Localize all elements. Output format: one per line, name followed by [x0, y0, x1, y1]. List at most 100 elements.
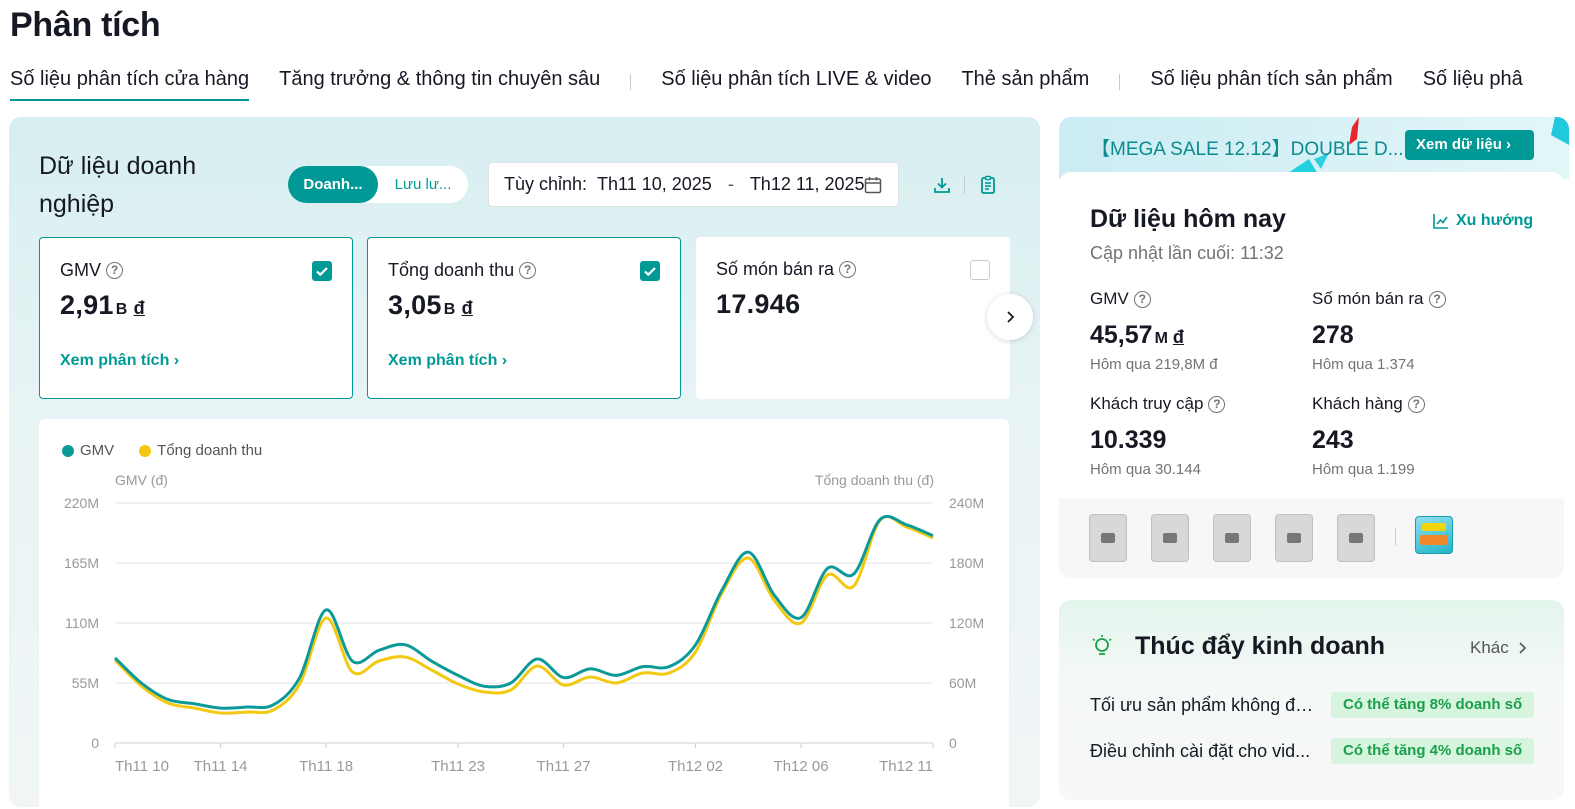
help-icon[interactable]: ?: [1133, 290, 1151, 308]
video-icon: [1287, 533, 1301, 543]
help-icon[interactable]: ?: [519, 262, 537, 279]
page-title: Phân tích: [10, 6, 161, 44]
help-icon[interactable]: ?: [839, 261, 857, 278]
view-data-button[interactable]: Xem dữ liệu ›: [1405, 130, 1534, 160]
business-data-title: Dữ liệu doanh nghiệp: [39, 152, 197, 218]
y-tick-label-right: 240M: [949, 495, 984, 511]
video-icon: [1349, 533, 1363, 543]
x-tick-label: Th11 14: [194, 758, 248, 775]
x-tick-label: Th12 02: [668, 758, 723, 775]
x-tick-label: Th11 27: [537, 758, 591, 775]
series-line-total-revenue: [113, 515, 934, 715]
segment-revenue[interactable]: Doanh...: [288, 166, 378, 203]
today-data-card: Dữ liệu hôm nay Cập nhật lần cuối: 11:32…: [1059, 172, 1564, 578]
y-tick-label-right: 60M: [949, 675, 976, 691]
segment-traffic[interactable]: Lưu lư...: [394, 176, 452, 193]
today-metric-visitors: Khách truy cập? 10.339 Hôm qua 30.144: [1090, 394, 1300, 478]
x-tick-label: Th12 06: [774, 758, 829, 775]
suggestion-item[interactable]: Điều chỉnh cài đặt cho vid...: [1090, 741, 1311, 761]
last-updated: Cập nhật lần cuối: 11:32: [1090, 243, 1284, 263]
suggestion-item[interactable]: Tối ưu sản phẩm không đá...: [1090, 695, 1315, 715]
analysis-tabs: Số liệu phân tích cửa hàng Tăng trưởng &…: [10, 68, 1553, 104]
next-metrics-button[interactable]: [987, 294, 1033, 340]
metric-checkbox[interactable]: [312, 261, 332, 281]
today-metric-items-sold: Số món bán ra? 278 Hôm qua 1.374: [1312, 289, 1522, 373]
line-chart: 220M 240M 165M 180M 110M 120M 55M 60M 0 0 Th11 10 T…: [64, 495, 984, 775]
thumbnail-divider: [1395, 528, 1396, 546]
y-tick-label-left: 55M: [72, 675, 99, 691]
tab-product-cards[interactable]: Thẻ sản phẩm: [961, 68, 1090, 90]
download-icon[interactable]: [932, 175, 952, 195]
y-tick-label-left: 0: [91, 735, 99, 751]
tab-growth-insights[interactable]: Tăng trưởng & thông tin chuyên sâu: [279, 68, 601, 90]
tab-store-analytics[interactable]: Số liệu phân tích cửa hàng: [10, 68, 250, 101]
banner-title: 【MEGA SALE 12.12】DOUBLE D...: [1091, 139, 1404, 160]
help-icon[interactable]: ?: [1407, 395, 1425, 413]
trend-link[interactable]: Xu hướng: [1432, 212, 1533, 230]
data-type-toggle: Doanh... Lưu lư...: [288, 166, 468, 203]
date-separator: -: [727, 174, 734, 194]
metric-checkbox[interactable]: [970, 260, 990, 280]
video-icon: [1225, 533, 1239, 543]
metric-card-items-sold[interactable]: Số món bán ra? 17.946: [696, 237, 1010, 399]
more-link[interactable]: Khác: [1470, 638, 1529, 658]
video-thumbnail[interactable]: [1275, 514, 1313, 562]
report-icon[interactable]: [978, 175, 998, 195]
video-icon: [1163, 533, 1177, 543]
impact-badge: Có thể tăng 4% doanh số: [1331, 738, 1535, 764]
impact-badge: Có thể tăng 8% doanh số: [1331, 692, 1535, 718]
series-line-gmv: [113, 514, 934, 710]
y-tick-label-left: 165M: [64, 555, 99, 571]
legend-item-gmv[interactable]: GMV: [62, 442, 114, 459]
video-thumbnail-strip: [1059, 498, 1564, 578]
chevron-right-icon: [1007, 311, 1015, 323]
video-thumbnail[interactable]: [1337, 514, 1375, 562]
lightbulb-icon: [1092, 635, 1112, 655]
metric-label: Số món bán ra?: [716, 259, 857, 280]
chevron-right-icon: [1519, 642, 1526, 654]
legend-item-total-revenue[interactable]: Tổng doanh thu: [139, 442, 262, 459]
help-icon[interactable]: ?: [106, 262, 124, 279]
y-tick-label-right: 120M: [949, 615, 984, 631]
video-thumbnail[interactable]: [1151, 514, 1189, 562]
date-range-picker[interactable]: Tùy chỉnh: Th11 10, 2025 - Th12 11, 2025: [488, 162, 899, 207]
today-metric-customers: Khách hàng? 243 Hôm qua 1.199: [1312, 394, 1522, 478]
help-icon[interactable]: ?: [1428, 290, 1446, 308]
video-thumbnail[interactable]: [1089, 514, 1127, 562]
today-title: Dữ liệu hôm nay: [1090, 205, 1286, 233]
calendar-icon: [864, 177, 882, 194]
view-analysis-link[interactable]: Xem phân tích ›: [388, 352, 508, 369]
metric-checkbox[interactable]: [640, 261, 660, 281]
x-tick-label: Th11 10: [115, 758, 169, 775]
toolbar-divider: [964, 176, 965, 194]
business-boost-card: Thúc đẩy kinh doanh Khác Tối ưu sản phẩm…: [1059, 600, 1564, 800]
tab-more-analytics[interactable]: Số liệu phâ: [1422, 68, 1523, 90]
x-tick-label: Th12 11: [879, 758, 933, 775]
right-axis-title: Tổng doanh thu (đ): [814, 472, 934, 488]
date-range-label: Tùy chỉnh:: [504, 174, 588, 194]
help-icon[interactable]: ?: [1208, 395, 1226, 413]
date-end: Th12 11, 2025: [749, 174, 865, 194]
tab-product-analytics[interactable]: Số liệu phân tích sản phẩm: [1150, 68, 1393, 90]
video-thumbnail[interactable]: [1213, 514, 1251, 562]
promo-voucher-image[interactable]: [1415, 516, 1453, 554]
tab-live-video-analytics[interactable]: Số liệu phân tích LIVE & video: [661, 68, 932, 90]
promo-banner: 【MEGA SALE 12.12】DOUBLE D... Xem dữ liệu…: [1059, 117, 1569, 179]
date-start: Th11 10, 2025: [597, 174, 712, 194]
view-analysis-link[interactable]: Xem phân tích ›: [60, 352, 180, 369]
x-tick-label: Th11 18: [299, 758, 353, 775]
y-tick-label-left: 220M: [64, 495, 99, 511]
metric-value: 17.946: [716, 289, 801, 319]
x-tick-label: Th11 23: [431, 758, 485, 775]
metric-label: Tổng doanh thu?: [388, 260, 537, 281]
trend-chart-icon: [1433, 214, 1448, 229]
y-tick-label-right: 0: [949, 735, 957, 751]
left-axis-title: GMV (đ): [115, 472, 168, 488]
tab-divider: [630, 74, 632, 90]
trend-chart-card: GMV Tổng doanh thu GMV (đ) Tổng doanh th…: [39, 419, 1009, 809]
